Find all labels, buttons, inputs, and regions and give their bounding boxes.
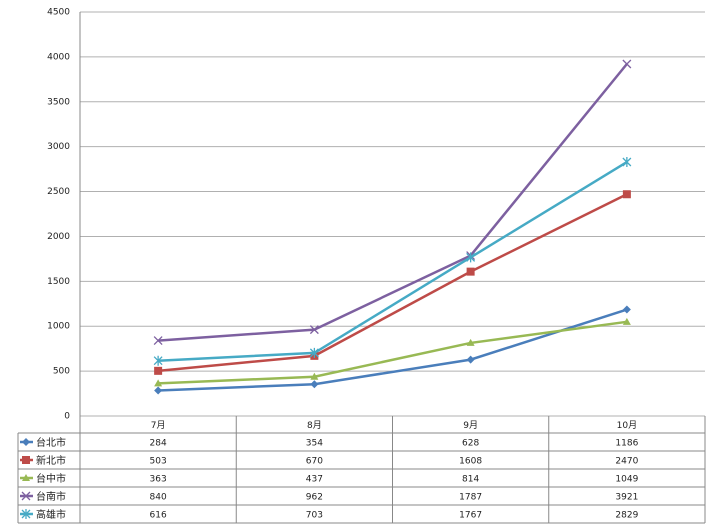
marker — [21, 491, 31, 501]
marker — [466, 252, 476, 263]
marker — [310, 372, 319, 380]
table-value: 616 — [150, 511, 167, 521]
table-value: 437 — [306, 475, 323, 485]
table-value: 1186 — [615, 439, 638, 449]
marker — [466, 267, 475, 276]
marker — [622, 190, 631, 199]
series-line — [158, 320, 628, 385]
marker — [154, 386, 163, 395]
marker — [153, 355, 163, 366]
y-tick-label: 2000 — [47, 232, 70, 242]
marker — [22, 474, 30, 481]
table-value: 840 — [150, 493, 167, 503]
x-tick-label: 9月 — [463, 420, 478, 431]
y-tick-label: 1500 — [47, 277, 70, 287]
y-tick-label: 3500 — [47, 97, 70, 107]
legend-label: 台南市 — [36, 490, 66, 503]
y-tick-label: 4500 — [47, 8, 70, 18]
marker — [466, 355, 475, 364]
legend-label: 台中市 — [36, 472, 66, 485]
legend-label: 高雄市 — [36, 508, 66, 521]
y-tick-label: 4000 — [47, 52, 70, 62]
marker — [309, 325, 319, 335]
series-line — [158, 63, 628, 342]
table-value: 284 — [150, 439, 167, 449]
marker — [22, 456, 30, 464]
table-value: 628 — [462, 439, 479, 449]
marker — [466, 338, 475, 346]
y-tick-label: 1000 — [47, 322, 70, 332]
table-value: 1049 — [615, 475, 638, 485]
y-tick-label: 2500 — [47, 187, 70, 197]
marker — [622, 59, 632, 69]
series-line — [158, 308, 628, 392]
table-value: 962 — [306, 493, 323, 503]
table-value: 3921 — [615, 493, 638, 503]
legend-label: 台北市 — [36, 436, 66, 449]
marker — [154, 366, 163, 375]
table-value: 703 — [306, 511, 323, 521]
y-tick-label: 500 — [53, 367, 70, 377]
table-value: 814 — [462, 475, 479, 485]
x-tick-label: 7月 — [151, 420, 166, 431]
series-line — [158, 193, 628, 373]
marker — [154, 379, 163, 387]
marker — [622, 157, 632, 168]
marker — [153, 336, 163, 346]
table-value: 1787 — [459, 493, 482, 503]
table-value: 1767 — [459, 511, 482, 521]
table-value: 2829 — [615, 511, 638, 521]
table-value: 670 — [306, 457, 323, 467]
marker — [310, 380, 319, 389]
marker — [622, 305, 631, 314]
marker — [622, 317, 631, 325]
table-value: 363 — [150, 475, 167, 485]
table-value: 1608 — [459, 457, 482, 467]
marker — [21, 509, 31, 519]
y-tick-label: 3000 — [47, 142, 70, 152]
legend-label: 新北市 — [36, 454, 66, 467]
y-tick-label: 0 — [64, 412, 70, 422]
series-line — [158, 160, 628, 362]
marker — [22, 438, 30, 446]
table-value: 503 — [150, 457, 167, 467]
x-tick-label: 10月 — [617, 420, 637, 431]
x-tick-label: 8月 — [307, 420, 322, 431]
table-value: 354 — [306, 439, 323, 449]
marker — [309, 347, 319, 358]
table-value: 2470 — [615, 457, 638, 467]
